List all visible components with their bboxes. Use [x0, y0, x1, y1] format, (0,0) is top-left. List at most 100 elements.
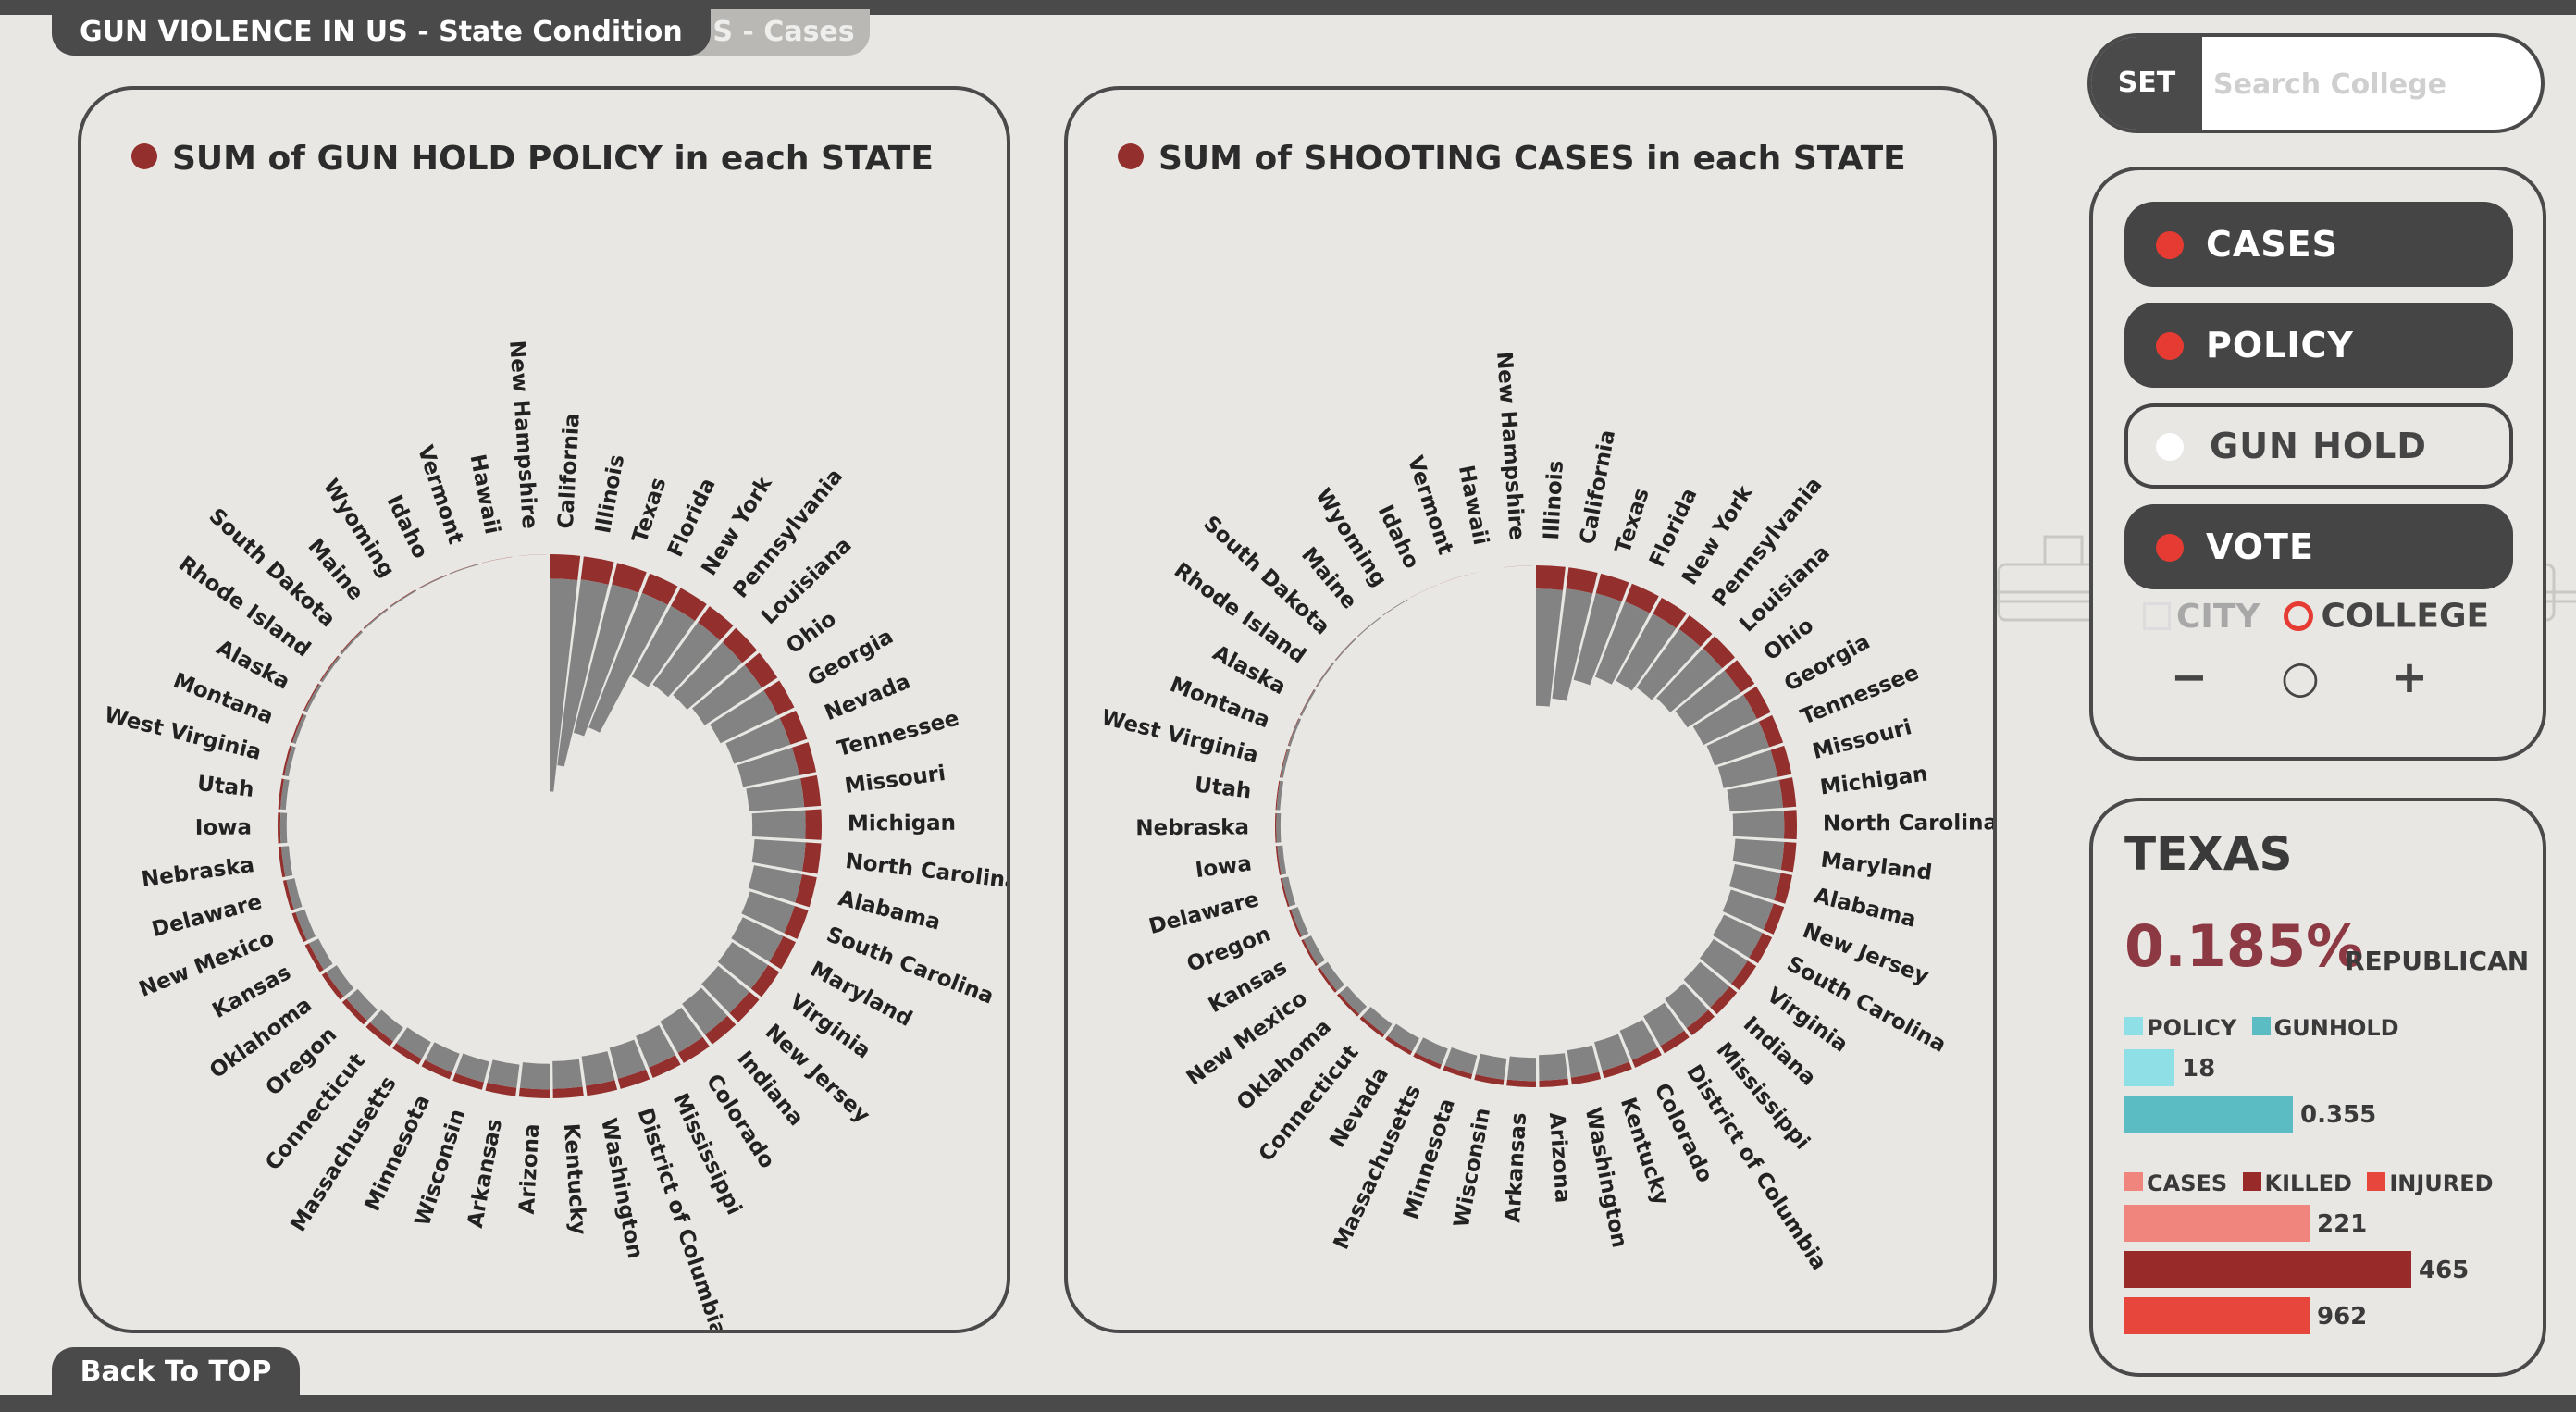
- policy-bar-outer[interactable]: [278, 778, 285, 810]
- policy-bar-outer[interactable]: [390, 589, 416, 607]
- policy-bar-outer[interactable]: [670, 588, 707, 622]
- policy-bar-inner[interactable]: [1382, 599, 1408, 616]
- policy-bar-inner[interactable]: [652, 622, 720, 698]
- policy-bar-outer[interactable]: [784, 906, 809, 939]
- policy-bar-outer[interactable]: [1334, 638, 1356, 661]
- policy-bar-outer[interactable]: [552, 1086, 584, 1098]
- policy-bar-inner[interactable]: [636, 1024, 675, 1068]
- policy-bar-inner[interactable]: [449, 564, 479, 575]
- policy-bar-inner[interactable]: [1692, 694, 1757, 746]
- policy-bar-inner[interactable]: [308, 938, 333, 970]
- policy-bar-outer[interactable]: [617, 1069, 650, 1089]
- policy-bar-inner[interactable]: [1706, 721, 1769, 766]
- policy-bar-outer[interactable]: [1359, 1016, 1385, 1038]
- policy-bar-inner[interactable]: [1319, 961, 1344, 991]
- policy-bar-inner[interactable]: [725, 717, 791, 764]
- policy-bar-inner[interactable]: [1276, 780, 1284, 811]
- policy-bar-inner[interactable]: [737, 747, 799, 787]
- policy-bar-inner[interactable]: [1288, 718, 1302, 747]
- policy-bar-inner[interactable]: [609, 1039, 647, 1079]
- policy-bar-inner[interactable]: [710, 690, 778, 744]
- policy-bar-inner[interactable]: [1303, 935, 1325, 965]
- policy-bar-outer[interactable]: [1539, 1078, 1569, 1087]
- policy-bar-outer[interactable]: [1686, 1009, 1715, 1036]
- policy-bar-outer[interactable]: [779, 710, 808, 745]
- vote-filter-button[interactable]: VOTE: [2124, 504, 2513, 589]
- policy-bar-inner[interactable]: [519, 1062, 550, 1090]
- policy-bar-outer[interactable]: [1474, 1074, 1505, 1085]
- policy-bar-outer[interactable]: [1288, 909, 1302, 938]
- policy-bar-outer[interactable]: [1595, 573, 1629, 602]
- policy-bar-inner[interactable]: [1536, 588, 1563, 707]
- policy-bar-inner[interactable]: [1727, 779, 1783, 812]
- policy-bar-inner[interactable]: [364, 608, 389, 630]
- policy-bar-outer[interactable]: [1287, 718, 1299, 747]
- policy-bar-inner[interactable]: [1594, 601, 1650, 685]
- policy-bar-outer[interactable]: [677, 1036, 710, 1063]
- policy-bar-outer[interactable]: [612, 563, 647, 593]
- policy-bar-outer[interactable]: [800, 774, 822, 808]
- policy-bar-inner[interactable]: [1722, 889, 1774, 930]
- policy-bar-outer[interactable]: [729, 991, 760, 1022]
- policy-bar-outer[interactable]: [805, 809, 822, 840]
- policy-bar-outer[interactable]: [750, 964, 780, 997]
- policy-bar-inner[interactable]: [1573, 593, 1622, 686]
- policy-bar-outer[interactable]: [550, 554, 581, 581]
- policy-bar-outer[interactable]: [769, 935, 797, 970]
- policy-bar-outer[interactable]: [1275, 780, 1281, 811]
- policy-bar-outer[interactable]: [1470, 567, 1501, 574]
- policy-bar-outer[interactable]: [1763, 903, 1785, 935]
- policy-bar-inner[interactable]: [557, 579, 609, 767]
- city-checkbox[interactable]: [2143, 602, 2171, 630]
- policy-bar-inner[interactable]: [717, 942, 769, 989]
- policy-bar-outer[interactable]: [1275, 812, 1277, 843]
- policy-bar-inner[interactable]: [1713, 914, 1763, 959]
- policy-bar-inner[interactable]: [1717, 749, 1778, 788]
- policy-bar-outer[interactable]: [1301, 939, 1319, 967]
- policy-bar-outer[interactable]: [1660, 1030, 1690, 1054]
- policy-bar-outer[interactable]: [1570, 1071, 1602, 1085]
- policy-bar-outer[interactable]: [303, 683, 320, 712]
- policy-bar-inner[interactable]: [660, 1008, 703, 1053]
- tab-state-condition[interactable]: GUN VIOLENCE IN US - State Condition: [52, 9, 711, 56]
- policy-bar-outer[interactable]: [481, 556, 513, 564]
- policy-bar-outer[interactable]: [1315, 662, 1333, 687]
- policy-bar-outer[interactable]: [1566, 567, 1598, 594]
- policy-filter-button[interactable]: POLICY: [2124, 303, 2513, 388]
- policy-bar-outer[interactable]: [363, 608, 388, 629]
- policy-bar-outer[interactable]: [580, 556, 614, 585]
- policy-bar-outer[interactable]: [1503, 565, 1533, 568]
- policy-bar-inner[interactable]: [1656, 648, 1723, 712]
- policy-bar-inner[interactable]: [552, 1059, 583, 1089]
- policy-bar-outer[interactable]: [722, 627, 758, 663]
- zoom-in-button[interactable]: +: [2390, 651, 2429, 703]
- policy-bar-outer[interactable]: [1774, 873, 1793, 904]
- policy-bar-inner[interactable]: [1387, 1023, 1420, 1052]
- policy-bar-inner[interactable]: [1475, 1053, 1507, 1080]
- policy-bar-outer[interactable]: [641, 573, 678, 605]
- policy-bar-inner[interactable]: [748, 865, 802, 903]
- policy-bar-inner[interactable]: [588, 592, 668, 733]
- policy-bar-outer[interactable]: [278, 846, 286, 878]
- policy-bar-outer[interactable]: [319, 655, 340, 682]
- policy-bar-inner[interactable]: [1732, 838, 1785, 871]
- policy-bar-outer[interactable]: [698, 606, 734, 641]
- search-college-input[interactable]: [2211, 37, 2530, 130]
- policy-bar-inner[interactable]: [1276, 812, 1282, 843]
- policy-bar-inner[interactable]: [1334, 638, 1356, 662]
- policy-bar-outer[interactable]: [1443, 1065, 1473, 1080]
- policy-bar-inner[interactable]: [1357, 617, 1381, 638]
- policy-bar-inner[interactable]: [1282, 876, 1296, 907]
- policy-bar-inner[interactable]: [1683, 961, 1730, 1008]
- policy-bar-inner[interactable]: [418, 575, 447, 589]
- policy-bar-outer[interactable]: [1317, 967, 1338, 993]
- policy-bar-outer[interactable]: [1780, 841, 1797, 873]
- zoom-reset-button[interactable]: ○: [2281, 651, 2320, 703]
- policy-bar-inner[interactable]: [701, 965, 749, 1013]
- policy-bar-inner[interactable]: [286, 878, 303, 910]
- policy-bar-outer[interactable]: [1653, 597, 1687, 628]
- policy-bar-inner[interactable]: [425, 1042, 460, 1073]
- policy-bar-inner[interactable]: [390, 589, 417, 608]
- policy-bar-inner[interactable]: [1732, 811, 1785, 839]
- policy-bar-inner[interactable]: [1506, 1056, 1536, 1082]
